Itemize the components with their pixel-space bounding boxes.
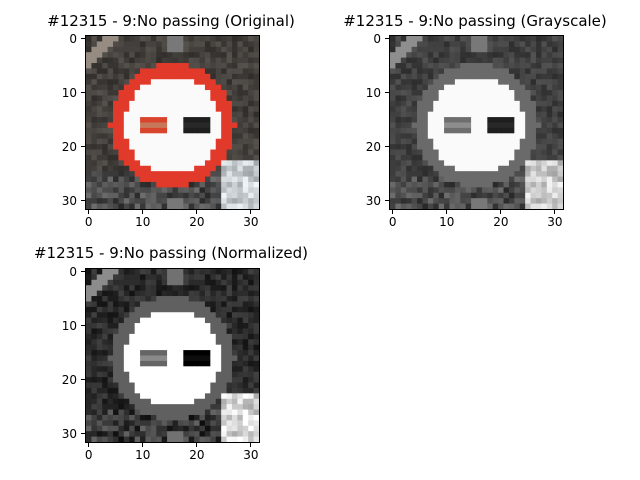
- y-tick-mark: [385, 146, 389, 148]
- y-tick-mark: [81, 200, 85, 202]
- x-tick-label: 30: [243, 448, 259, 462]
- y-tick-label: 0: [373, 31, 381, 46]
- x-tick-mark: [142, 443, 144, 447]
- x-tick-label: 20: [493, 215, 509, 229]
- pixel-grid: [86, 36, 259, 209]
- x-tick-label: 30: [547, 215, 563, 229]
- x-tick-mark: [196, 443, 198, 447]
- x-tick-label: 20: [189, 448, 205, 462]
- x-tick-label: 0: [84, 215, 93, 229]
- sign-image-grayscale: [389, 35, 564, 210]
- y-tick-mark: [81, 325, 85, 327]
- y-tick-label: 10: [365, 85, 381, 100]
- x-tick-mark: [88, 443, 90, 447]
- y-tick-mark: [81, 433, 85, 435]
- x-tick-mark: [500, 210, 502, 214]
- pixel-grid: [390, 36, 563, 209]
- x-tick-mark: [392, 210, 394, 214]
- y-tick-label: 30: [61, 193, 77, 208]
- y-tick-label: 30: [365, 193, 381, 208]
- y-tick-label: 20: [61, 139, 77, 154]
- y-tick-mark: [81, 271, 85, 273]
- x-tick-label: 10: [135, 215, 151, 229]
- y-tick-label: 0: [69, 31, 77, 46]
- x-tick-label: 0: [388, 215, 397, 229]
- y-tick-mark: [81, 379, 85, 381]
- x-tick-mark: [250, 443, 252, 447]
- sign-image-normalized: [85, 268, 260, 443]
- y-tick-label: 20: [61, 372, 77, 387]
- panel-title: #12315 - 9:No passing (Original): [47, 12, 295, 30]
- pixel-grid: [86, 269, 259, 442]
- sign-image-original: [85, 35, 260, 210]
- x-tick-mark: [554, 210, 556, 214]
- x-tick-label: 20: [189, 215, 205, 229]
- y-tick-mark: [385, 92, 389, 94]
- x-tick-mark: [196, 210, 198, 214]
- x-tick-mark: [446, 210, 448, 214]
- y-tick-label: 20: [365, 139, 381, 154]
- x-tick-label: 0: [84, 448, 93, 462]
- y-tick-mark: [81, 146, 85, 148]
- y-tick-label: 0: [69, 264, 77, 279]
- y-tick-label: 10: [61, 85, 77, 100]
- x-tick-mark: [250, 210, 252, 214]
- x-tick-label: 10: [135, 448, 151, 462]
- y-tick-mark: [81, 92, 85, 94]
- y-tick-mark: [385, 200, 389, 202]
- x-tick-mark: [142, 210, 144, 214]
- y-tick-label: 30: [61, 426, 77, 441]
- panel-title: #12315 - 9:No passing (Normalized): [33, 244, 309, 262]
- x-tick-label: 30: [243, 215, 259, 229]
- y-tick-mark: [81, 38, 85, 40]
- y-tick-label: 10: [61, 318, 77, 333]
- panel-title: #12315 - 9:No passing (Grayscale): [343, 12, 607, 30]
- x-tick-label: 10: [439, 215, 455, 229]
- y-tick-mark: [385, 38, 389, 40]
- x-tick-mark: [88, 210, 90, 214]
